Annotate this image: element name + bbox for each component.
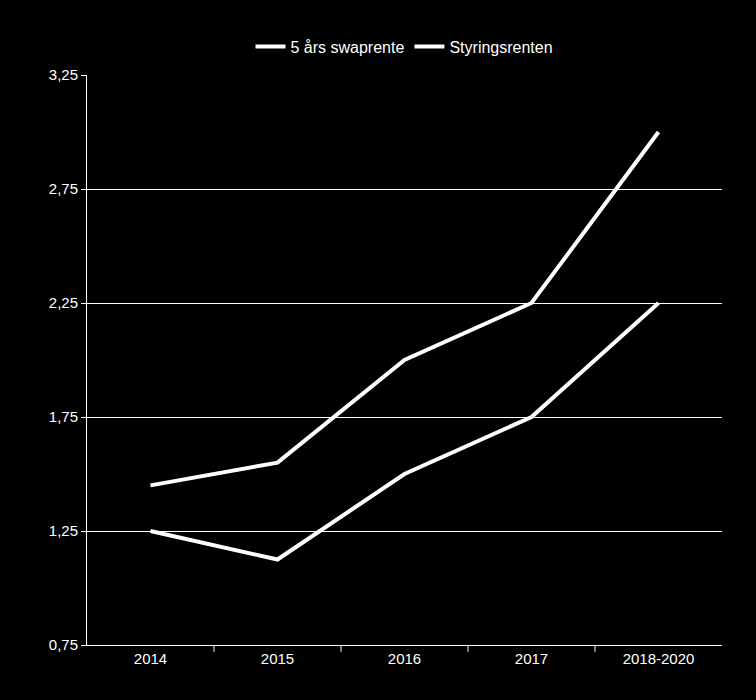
svg-text:1,25: 1,25	[49, 522, 78, 539]
svg-text:Styringsrenten: Styringsrenten	[449, 39, 552, 56]
svg-text:2,75: 2,75	[49, 180, 78, 197]
svg-text:3,25: 3,25	[49, 66, 78, 83]
svg-text:2018-2020: 2018-2020	[623, 650, 695, 667]
svg-text:5 års swaprente: 5 års swaprente	[291, 39, 405, 56]
svg-text:2015: 2015	[261, 650, 294, 667]
svg-text:0,75: 0,75	[49, 636, 78, 653]
svg-text:2014: 2014	[134, 650, 167, 667]
svg-text:2016: 2016	[388, 650, 421, 667]
svg-text:2017: 2017	[515, 650, 548, 667]
svg-text:2,25: 2,25	[49, 294, 78, 311]
svg-text:1,75: 1,75	[49, 408, 78, 425]
